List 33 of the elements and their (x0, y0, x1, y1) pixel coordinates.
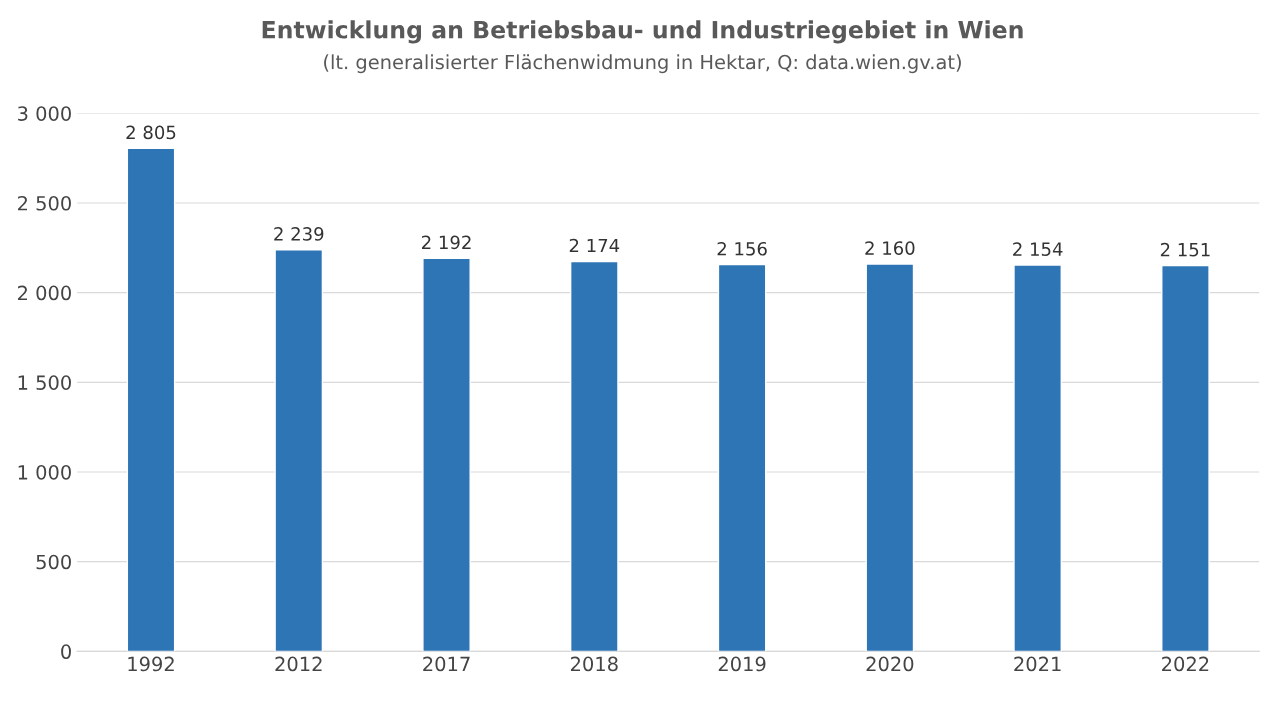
x-tick-label: 2018 (570, 656, 618, 672)
x-tick-label: 2022 (1162, 656, 1209, 672)
bar (865, 263, 915, 652)
bar (1013, 264, 1062, 652)
data-label: 2 174 (569, 238, 620, 253)
y-tick-label: 0 (61, 644, 71, 660)
chart-subtitle: (lt. generalisierter Flächenwidmung in Hektar, Q: data.wien.gv.at) (324, 54, 961, 74)
y-tick-label: 2 000 (18, 285, 71, 301)
data-label: 2 805 (126, 125, 176, 140)
x-tick-label: 2020 (866, 656, 914, 672)
y-tick-label: 500 (36, 554, 71, 570)
y-tick-label: 1 000 (18, 464, 71, 480)
data-label: 2 151 (1160, 242, 1210, 257)
bar (1161, 264, 1210, 652)
bar (717, 263, 767, 652)
bar (569, 260, 619, 652)
data-label: 2 239 (274, 227, 324, 241)
data-label: 2 160 (865, 241, 915, 255)
x-tick-label: 2021 (1014, 656, 1061, 672)
bar (126, 147, 176, 652)
x-tick-label: 2017 (423, 656, 470, 672)
bar (274, 249, 324, 652)
x-tick-label: 1992 (128, 656, 174, 672)
bar (422, 257, 471, 652)
y-tick-label: 3 000 (18, 106, 71, 121)
y-tick-label: 1 500 (18, 375, 71, 390)
x-tick-label: 2019 (718, 656, 766, 672)
data-label: 2 154 (1013, 242, 1063, 256)
y-tick-label: 2 500 (18, 195, 71, 211)
chart-title: Entwicklung an Betriebsbau- und Industriegebiet in Wien (262, 20, 1023, 44)
data-label: 2 192 (422, 235, 471, 250)
x-tick-label: 2012 (275, 656, 322, 672)
data-label: 2 156 (717, 241, 767, 256)
